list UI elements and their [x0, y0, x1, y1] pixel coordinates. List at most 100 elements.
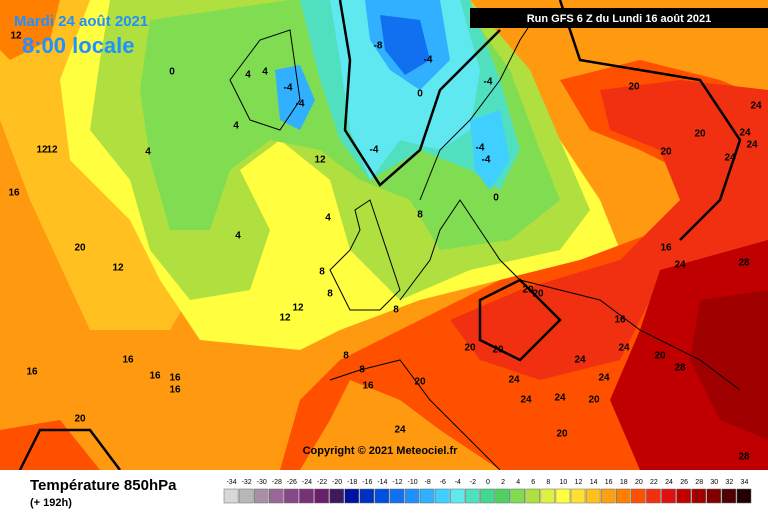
scale-label: 8 [546, 479, 550, 486]
scale-swatch [646, 488, 661, 504]
contour-label: 24 [508, 375, 520, 386]
contour-label: 4 [245, 70, 251, 81]
scale-label: -18 [347, 479, 357, 486]
contour-label: 20 [74, 414, 86, 425]
contour-label: -4 [296, 99, 305, 110]
contour-label: 20 [522, 285, 534, 296]
scale-swatch [631, 488, 646, 504]
contour-label: 8 [417, 210, 423, 221]
scale-swatch [706, 488, 722, 504]
scale-label: 22 [650, 479, 658, 486]
scale-label: -30 [257, 479, 267, 486]
contour-label: 20 [464, 343, 476, 354]
contour-label: 16 [614, 315, 626, 326]
contour-label: 16 [149, 371, 161, 382]
contour-label: 8 [319, 267, 325, 278]
scale-label: 20 [635, 479, 643, 486]
scale-label: 32 [725, 479, 733, 486]
contour-label: 24 [674, 260, 686, 271]
contour-label: 16 [169, 373, 181, 384]
contour-label: -4 [284, 83, 293, 94]
map-field [0, 0, 768, 470]
contour-label: 16 [660, 243, 672, 254]
scale-label: 6 [531, 479, 535, 486]
contour-label: 24 [750, 101, 762, 112]
run-banner [470, 8, 768, 28]
legend-title: Température 850hPa [30, 477, 177, 494]
contour-label: 0 [417, 89, 423, 100]
scale-swatch [314, 488, 329, 504]
scale-swatch [676, 488, 691, 504]
scale-swatch [419, 488, 435, 504]
scale-label: 4 [516, 479, 520, 486]
contour-label: 0 [169, 67, 175, 78]
scale-swatch [329, 488, 344, 504]
scale-label: 12 [575, 479, 583, 486]
scale-swatch [404, 488, 420, 504]
scale-swatch [269, 488, 284, 504]
scale-label: 34 [741, 479, 749, 486]
scale-label: -24 [302, 479, 312, 486]
scale-swatch [344, 488, 360, 504]
scale-swatch [661, 488, 676, 504]
contour-label: 20 [74, 243, 86, 254]
contour-label: 28 [738, 258, 750, 269]
scale-label: -20 [332, 479, 342, 486]
contour-label: 8 [359, 365, 365, 376]
scale-label: -32 [242, 479, 252, 486]
time-text: 8:00 locale [22, 33, 135, 58]
contour-label: 20 [492, 345, 504, 356]
scale-label: 30 [710, 479, 718, 486]
contour-label: 20 [414, 377, 426, 388]
scale-swatch [223, 488, 239, 504]
scale-swatch [721, 488, 737, 504]
scale-swatch [691, 488, 706, 504]
scale-label: -22 [317, 479, 327, 486]
scale-label: -4 [455, 479, 461, 486]
contour-label: 28 [738, 452, 750, 463]
contour-label: 8 [393, 305, 399, 316]
date-text: Mardi 24 août 2021 [14, 13, 148, 30]
contour-label: 24 [598, 373, 610, 384]
contour-label: 16 [122, 355, 134, 366]
contour-label: 20 [654, 351, 666, 362]
scale-label: -28 [272, 479, 282, 486]
scale-label: -14 [377, 479, 387, 486]
contour-label: 12 [279, 313, 291, 324]
scale-label: -6 [440, 479, 446, 486]
contour-label: 12 [292, 303, 304, 314]
scale-swatch [450, 488, 465, 504]
scale-swatch [284, 488, 299, 504]
scale-swatch [434, 488, 450, 504]
contour-label: 24 [394, 425, 406, 436]
contour-label: -4 [424, 55, 433, 66]
contour-label: 16 [362, 381, 374, 392]
contour-label: 24 [746, 140, 758, 151]
scale-swatch [585, 488, 601, 504]
contour-label: 24 [554, 393, 566, 404]
contour-label: 8 [327, 289, 333, 300]
contour-label: 16 [8, 188, 20, 199]
scale-label: 2 [501, 479, 505, 486]
contour-label: 4 [325, 213, 331, 224]
contour-label: 4 [145, 147, 151, 158]
contour-label: 24 [520, 395, 532, 406]
scale-swatch [570, 488, 586, 504]
scale-label: -26 [287, 479, 297, 486]
thick-contours [18, 0, 742, 471]
scale-label: -2 [470, 479, 476, 486]
scale-label: -16 [362, 479, 372, 486]
scale-swatch [238, 488, 254, 504]
contour-label: -4 [370, 145, 379, 156]
scale-swatch [465, 488, 480, 504]
scale-swatch [374, 488, 390, 504]
contour-label: 20 [588, 395, 600, 406]
scale-label: -8 [425, 479, 431, 486]
scale-label: 0 [486, 479, 490, 486]
scale-swatch [253, 488, 269, 504]
contour-label: 24 [724, 153, 736, 164]
contour-label: 28 [674, 363, 686, 374]
scale-swatch [480, 488, 495, 504]
